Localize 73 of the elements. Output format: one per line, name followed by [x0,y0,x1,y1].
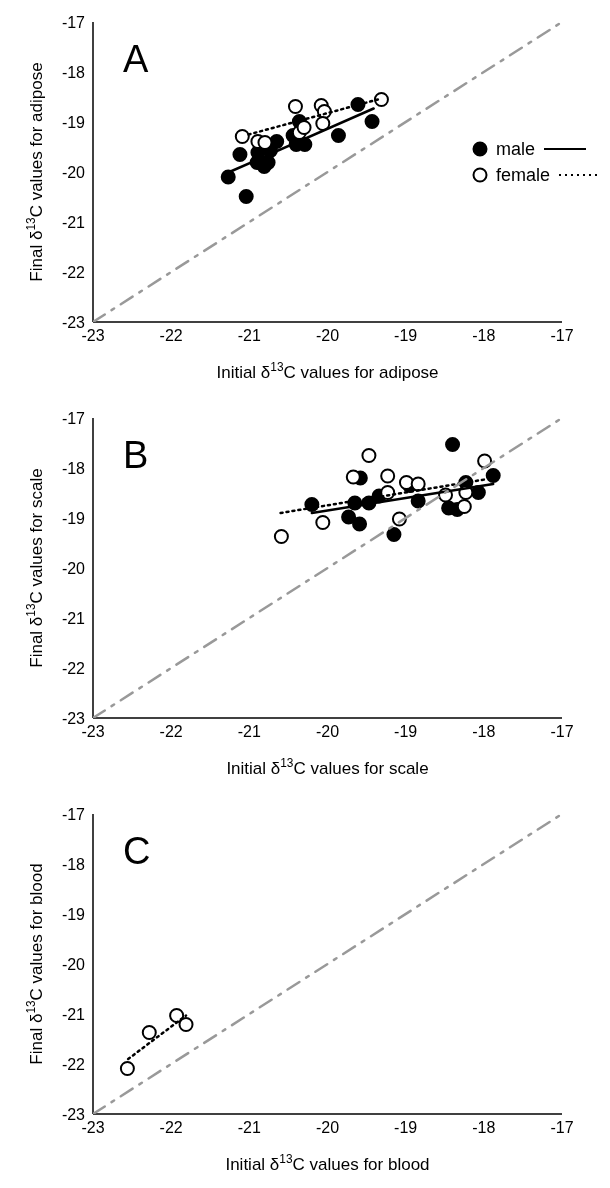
y-tick-label: -18 [61,63,86,81]
chart-title: A [123,38,149,80]
point [345,469,361,485]
x-tick-label: -20 [315,327,340,345]
point [364,114,380,129]
point [257,135,273,150]
chart-title: C [123,830,151,872]
y-tick-label: -21 [61,1005,86,1023]
y-tick-label: -22 [61,1055,86,1073]
legend-label: male [495,138,535,161]
y-tick-label: -21 [61,213,86,231]
point [445,437,461,452]
point [352,516,368,532]
y-tick-label: -22 [61,263,86,281]
x-tick-label: -18 [472,327,496,345]
y-tick-label: -19 [61,113,86,131]
x-tick-label: -21 [237,1119,261,1137]
x-tick-label: -18 [472,1119,496,1137]
y-tick-label: -17 [61,409,86,427]
y-tick-label: -18 [61,459,86,477]
point [178,1017,194,1032]
x-tick-label: -17 [550,1119,574,1137]
x-tick-label: -19 [394,1119,418,1137]
x-tick-label: -17 [550,327,574,345]
point [456,499,472,514]
x-tick-label: -22 [159,723,183,741]
point [287,99,303,114]
y-tick-label: -18 [61,855,86,873]
point [238,189,254,204]
point [315,116,331,131]
x-tick-label: -18 [472,723,496,741]
point [232,147,248,162]
point [273,529,289,544]
point [485,468,501,483]
y-tick-label: -20 [61,559,86,577]
y-tick-label: -20 [61,163,86,181]
x-tick-label: -17 [550,723,574,741]
point [269,134,285,149]
y-tick-label: -19 [61,905,86,923]
x-axis-title: Initial δ$^{13}$C values for blood [225,1152,430,1174]
y-tick-label: -20 [61,955,86,973]
point [220,169,236,185]
point [373,92,389,107]
x-tick-label: -22 [159,327,183,345]
point [330,128,346,143]
y-tick-label: -22 [61,659,86,677]
point [398,475,414,490]
x-tick-label: -20 [315,1119,340,1137]
point [386,527,402,542]
legend-label: female [495,164,550,187]
point [380,468,396,484]
x-tick-label: -22 [159,1119,183,1137]
point [315,515,331,530]
point [169,1008,185,1023]
point [141,1025,157,1040]
x-tick-label: -20 [315,723,340,741]
point [410,476,426,492]
y-tick-label: -17 [61,13,86,31]
y-tick-label: -17 [61,805,86,823]
x-axis-title: Initial δ$^{13}$C values for adipose [216,360,439,382]
chart-title: B [123,434,149,476]
x-tick-label: -19 [394,723,418,741]
point [234,129,250,144]
point [361,448,377,463]
point [296,120,312,135]
y-tick-label: -21 [61,609,86,627]
x-axis-title: Initial δ$^{13}$C values for scale [226,756,429,778]
x-tick-label: -21 [237,327,261,345]
point [119,1061,135,1076]
y-tick-label: -19 [61,509,86,527]
point [341,509,357,525]
x-tick-label: -19 [394,327,418,345]
x-tick-label: -21 [237,723,261,741]
